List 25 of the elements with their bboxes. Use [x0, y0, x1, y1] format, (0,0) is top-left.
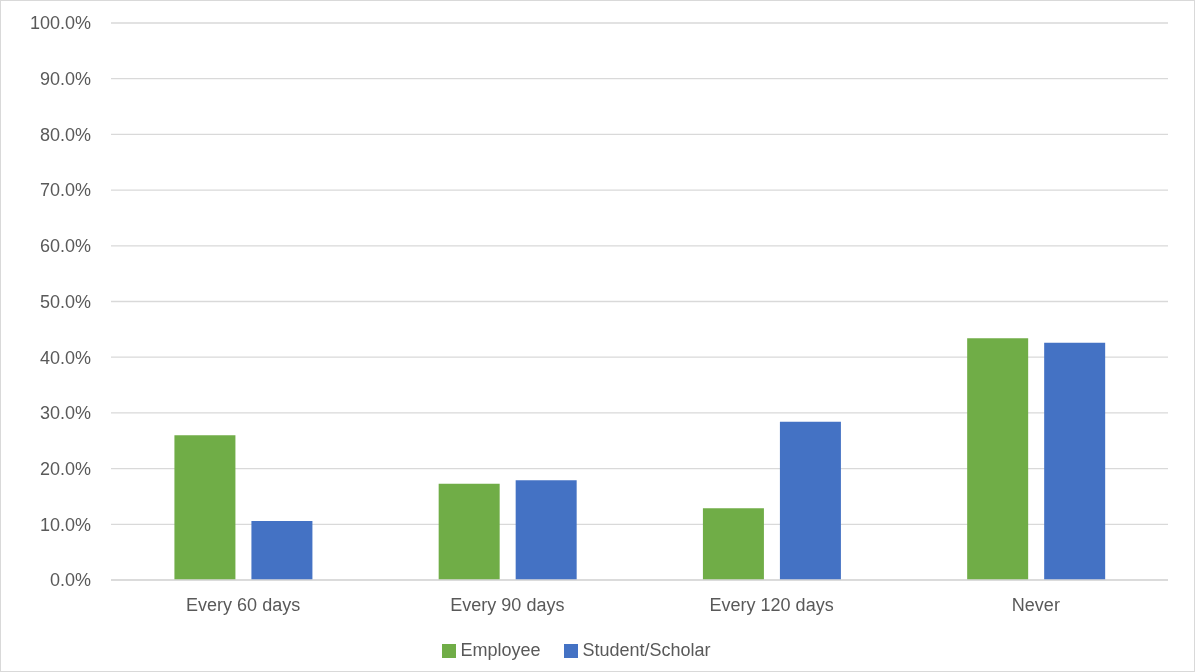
- y-tick-label: 10.0%: [39, 514, 91, 535]
- y-tick-label: 60.0%: [39, 236, 91, 257]
- x-tick-label: Never: [1011, 594, 1060, 615]
- bar: [174, 435, 236, 580]
- bar: [779, 421, 841, 580]
- y-tick-label: 20.0%: [39, 458, 91, 479]
- y-tick-label: 30.0%: [39, 403, 91, 424]
- legend-label: Employee: [460, 640, 541, 660]
- bar: [1044, 342, 1106, 580]
- y-tick-label: 80.0%: [39, 124, 91, 145]
- x-tick-label: Every 90 days: [450, 594, 565, 615]
- y-tick-label: 50.0%: [39, 291, 91, 312]
- y-tick-label: 40.0%: [39, 347, 91, 368]
- bar: [251, 520, 313, 580]
- bar: [438, 483, 500, 580]
- legend-label: Student/Scholar: [582, 640, 711, 660]
- y-tick-label: 90.0%: [39, 69, 91, 90]
- y-tick-label: 70.0%: [39, 180, 91, 201]
- bar: [702, 508, 764, 580]
- bar: [515, 480, 577, 580]
- x-tick-label: Every 60 days: [186, 594, 301, 615]
- bar: [967, 338, 1029, 580]
- y-tick-label: 100.0%: [29, 13, 91, 34]
- x-tick-label: Every 120 days: [709, 594, 834, 615]
- y-tick-label: 0.0%: [49, 570, 91, 591]
